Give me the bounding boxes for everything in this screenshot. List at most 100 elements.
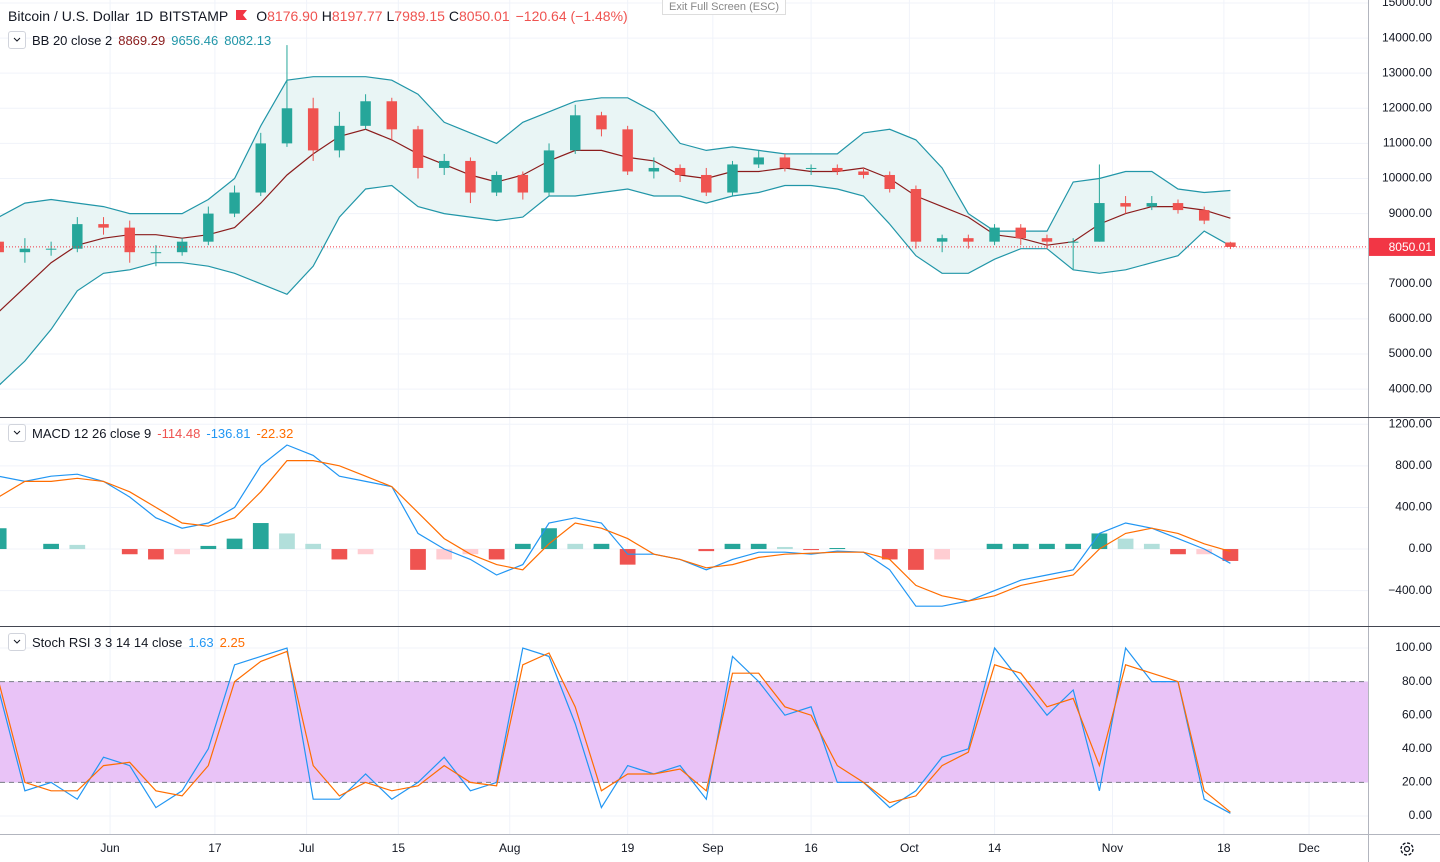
candle-body [727, 164, 738, 193]
symbol-exchange: BITSTAMP [159, 8, 229, 24]
chevron [13, 639, 21, 644]
ohlc-item: L7989.15 [386, 8, 444, 24]
collapse-button[interactable] [8, 424, 26, 442]
y-tick-label: 7000.00 [1389, 276, 1433, 290]
histogram-bar [1196, 549, 1213, 555]
indicator-values: 1.63 2.25 [188, 635, 245, 650]
pane-body [0, 418, 1368, 626]
chevron-path [13, 639, 21, 644]
y-tick-label: 100.00 [1395, 640, 1432, 654]
histogram-bar [698, 549, 715, 552]
chevron-path [13, 37, 21, 42]
y-tick-label: 400.00 [1395, 500, 1432, 514]
stoch-line [0, 646, 1231, 814]
price-change: −120.64 (−1.48%) [515, 8, 628, 24]
candle-body [229, 192, 240, 214]
histogram-bar [226, 538, 243, 550]
histogram-bar [0, 528, 7, 550]
x-tick-label: 19 [621, 841, 635, 855]
candle-body [910, 189, 922, 242]
histogram-bar [148, 549, 164, 560]
histogram-bar [986, 543, 1003, 550]
collapse-button[interactable] [8, 31, 26, 49]
histogram-bar [1012, 543, 1029, 550]
y-tick-label: 20.00 [1402, 775, 1432, 789]
last-price-label: 8050.01 [1389, 240, 1433, 254]
candle-body [884, 174, 895, 190]
collapse-button[interactable] [8, 633, 26, 651]
macd-legend: MACD 12 26 close 9 -114.48 -136.81 -22.32 [8, 424, 293, 442]
candle-body [1041, 238, 1053, 242]
histogram-bar [410, 549, 426, 570]
candle-body [19, 248, 31, 253]
histogram-bar [829, 548, 846, 550]
y-tick-label: 40.00 [1402, 741, 1432, 755]
x-tick-label: 18 [1217, 841, 1231, 855]
candle-body [648, 167, 660, 172]
y-tick-label: 80.00 [1402, 674, 1432, 688]
histogram-bar [462, 549, 479, 555]
candle-body [517, 174, 529, 193]
x-tick-label: 16 [804, 841, 818, 855]
indicator-value: 1.63 [188, 634, 214, 650]
flag-icon[interactable] [234, 9, 250, 23]
candle-body [1198, 210, 1210, 221]
candle-body [1067, 241, 1079, 243]
bb-line [0, 184, 1231, 386]
candle-body [255, 143, 266, 193]
y-tick-label: 13000.00 [1382, 65, 1432, 79]
fullscreen-tooltip: Exit Full Screen (ESC) [662, 0, 787, 15]
indicator-label: MACD 12 26 close 9 [32, 425, 152, 441]
y-tick-label: 15000.00 [1382, 0, 1432, 9]
x-tick-label: Sep [702, 841, 724, 855]
histogram-bar [777, 546, 793, 550]
ohlc-label: L [386, 8, 395, 24]
x-tick-label: Jul [299, 841, 314, 855]
candle-body [72, 224, 83, 249]
ohlc-value: 7989.15 [394, 8, 445, 24]
y-tick-label: 10000.00 [1382, 171, 1432, 185]
indicator-value: 8082.13 [224, 32, 272, 48]
indicator-value: 8869.29 [118, 32, 166, 48]
candle-body [674, 167, 686, 175]
histogram-bar [252, 523, 269, 550]
indicator-value: -114.48 [157, 425, 201, 441]
x-tick-label: Jun [100, 841, 119, 855]
histogram-bar [619, 549, 636, 565]
histogram-bar [1091, 533, 1108, 550]
ohlc-item: O8176.90 [256, 8, 318, 24]
candle-body [596, 115, 607, 130]
x-tick-label: Oct [900, 841, 919, 855]
candle-body [307, 108, 319, 151]
candle-body [1120, 203, 1131, 207]
y-tick-label: 60.00 [1402, 707, 1432, 721]
flag-shape [236, 10, 248, 20]
histogram-bar [488, 549, 505, 560]
symbol-title: Bitcoin / U.S. Dollar [8, 8, 130, 24]
x-tick-label: Aug [499, 841, 520, 855]
histogram-bar [567, 543, 584, 550]
pane-body [0, 0, 1368, 417]
ohlc-value: 8176.90 [267, 8, 318, 24]
histogram-bar [881, 549, 898, 560]
bb-legend: BB 20 close 2 8869.29 9656.46 8082.13 [8, 31, 271, 49]
candle-body [150, 252, 162, 254]
x-tick-label: 15 [392, 841, 406, 855]
symbol-interval: 1D [135, 8, 154, 24]
y-tick-label: 4000.00 [1389, 381, 1433, 395]
candle-body [1172, 203, 1184, 211]
x-tick-label: 14 [988, 841, 1002, 855]
gear-hub [1403, 845, 1411, 853]
y-tick-label: 12000.00 [1382, 100, 1432, 114]
histogram-bar [934, 549, 950, 560]
candle-body [753, 157, 764, 165]
x-tick-label: Dec [1298, 841, 1319, 855]
histogram-bar [724, 543, 741, 550]
settings-icon[interactable] [1400, 842, 1414, 856]
indicator-values: 8869.29 9656.46 8082.13 [118, 33, 271, 48]
indicator-value: -22.32 [256, 425, 294, 441]
histogram-bar [1117, 538, 1134, 550]
histogram-bar [43, 543, 59, 550]
